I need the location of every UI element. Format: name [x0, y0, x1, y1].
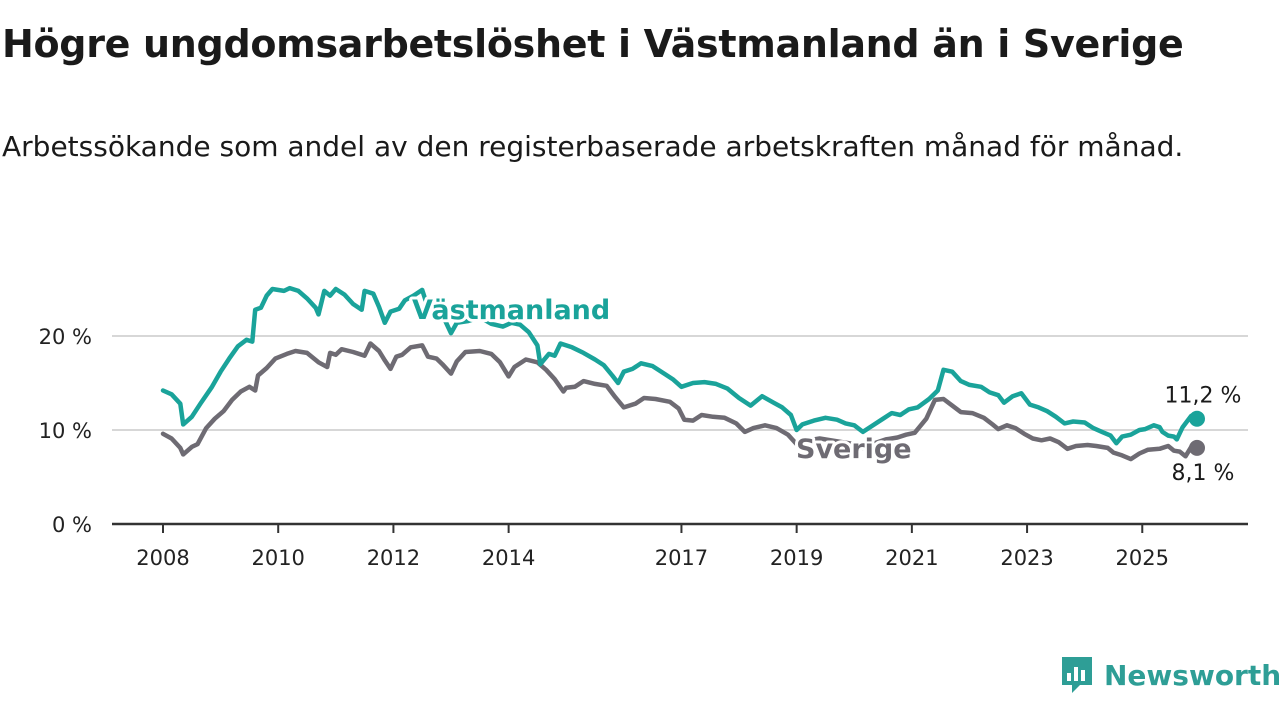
x-tick-label: 2019 — [770, 546, 823, 570]
series-lines — [160, 285, 1205, 462]
x-tick-label: 2012 — [367, 546, 420, 570]
x-tick-label: 2021 — [885, 546, 938, 570]
x-tick-label: 2017 — [655, 546, 708, 570]
series-name-label: Västmanland — [412, 295, 610, 326]
series-end-point — [1189, 439, 1205, 456]
y-tick-label: 20 % — [39, 325, 92, 349]
series-labels: Västmanland Sverige 11,2 % 8,1 % — [409, 292, 1244, 488]
brand-logo: Newsworthy — [1060, 654, 1280, 696]
series-end-point — [1189, 410, 1205, 427]
y-axis-ticks: 0 % 10 % 20 % — [39, 325, 92, 537]
newsworthy-logo-icon — [1062, 657, 1092, 693]
series-line-västmanland — [160, 285, 1200, 446]
y-tick-label: 0 % — [52, 513, 92, 537]
x-tick-label: 2008 — [136, 546, 189, 570]
series-name-label: Sverige — [796, 434, 912, 465]
chart-subtitle: Arbetssökande som andel av den registerb… — [2, 130, 1184, 163]
x-tick-label: 2023 — [1000, 546, 1053, 570]
x-axis-ticks: 2008 2010 2012 2014 2017 2019 2021 2023 2025 — [136, 524, 1169, 570]
series-line-sverige — [160, 341, 1200, 462]
end-value-label: 11,2 % — [1165, 384, 1242, 409]
brand-name: Newsworthy — [1104, 658, 1280, 692]
gridlines — [112, 335, 1248, 431]
x-tick-label: 2010 — [251, 546, 304, 570]
chart-title: Högre ungdomsarbetslöshet i Västmanland … — [2, 22, 1184, 66]
x-tick-label: 2014 — [482, 546, 535, 570]
x-tick-label: 2025 — [1116, 546, 1169, 570]
end-value-label: 8,1 % — [1172, 461, 1235, 486]
y-tick-label: 10 % — [39, 419, 92, 443]
